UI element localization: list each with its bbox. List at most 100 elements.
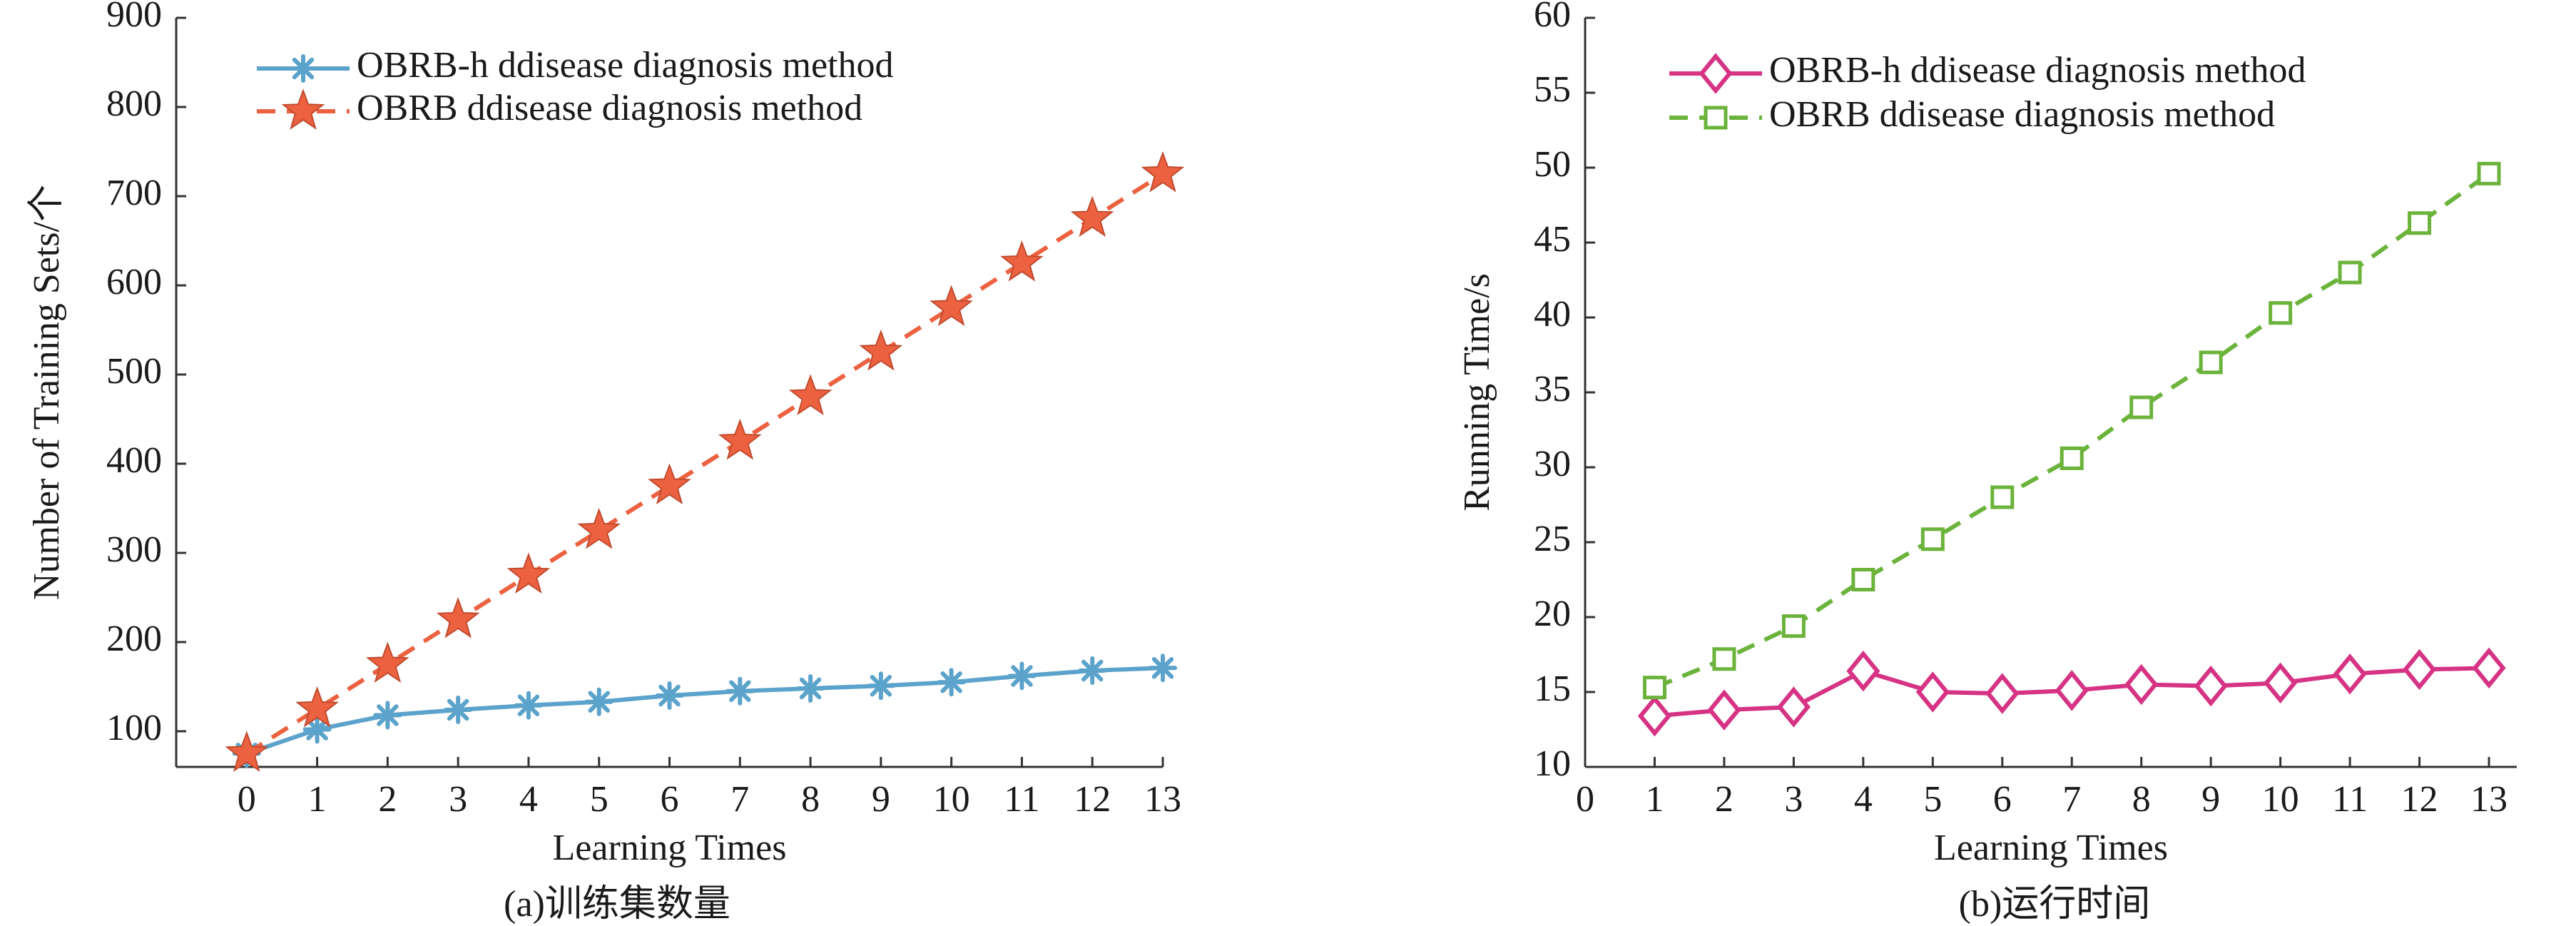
x-tick-label: 8: [801, 779, 820, 820]
data-point: [373, 701, 402, 730]
data-point: [1007, 661, 1037, 691]
data-point: [788, 374, 833, 416]
x-tick-label: 6: [661, 779, 679, 820]
legend-label: OBRB ddisease diagnosis method: [1769, 94, 2275, 135]
y-tick-label: 55: [1534, 69, 1571, 110]
data-point: [2402, 648, 2437, 691]
x-tick-label: 12: [2401, 779, 2438, 820]
y-tick-label: 30: [1534, 444, 1571, 484]
y-tick-label: 300: [106, 529, 162, 570]
figure-caption: (a)训练集数量: [504, 884, 730, 925]
data-point: [1642, 676, 1666, 700]
legend-label: OBRB ddisease diagnosis method: [357, 88, 862, 128]
data-point: [1985, 673, 2020, 714]
data-point: [1846, 650, 1880, 692]
legend-label: OBRB-h ddisease diagnosis method: [1769, 50, 2306, 91]
chart-panel-b: 0 1 2 3 4 5 6 7 8 9 10 11 12 131015202530354045505560…: [1457, 0, 2517, 925]
x-tick-label: 6: [1993, 779, 2012, 820]
data-point: [1990, 485, 2015, 509]
x-tick-label: 12: [1074, 779, 1111, 820]
y-tick-label: 800: [106, 83, 162, 124]
y-tick-label: 35: [1534, 369, 1571, 409]
x-tick-label: 8: [2132, 779, 2151, 820]
x-tick-label: 3: [1784, 779, 1803, 820]
data-point: [584, 687, 614, 716]
y-tick-label: 700: [106, 173, 162, 213]
series-diamond: [1637, 647, 2506, 737]
data-point: [1851, 568, 1875, 591]
x-tick-label: 4: [519, 779, 538, 820]
legend-label: OBRB-h ddisease diagnosis method: [357, 45, 894, 86]
data-point: [930, 285, 973, 327]
x-tick-label: 7: [730, 779, 749, 820]
data-point: [1637, 695, 1672, 737]
data-point: [2472, 647, 2506, 689]
x-tick-label: 5: [590, 779, 609, 820]
data-point: [2124, 663, 2159, 706]
data-point: [718, 418, 762, 460]
x-tick-label: 9: [2201, 779, 2220, 820]
x-tick-label: 13: [1144, 779, 1181, 820]
data-point: [295, 686, 339, 728]
data-point: [1707, 689, 1741, 731]
x-tick-label: 1: [308, 779, 327, 820]
y-tick-label: 50: [1534, 144, 1571, 185]
x-tick-label: 5: [1923, 779, 1942, 820]
data-point: [2269, 301, 2293, 325]
series-square: [1642, 161, 2501, 700]
data-point: [796, 674, 825, 703]
data-point: [1915, 671, 1950, 713]
figure-caption: (b)运行时间: [1959, 884, 2151, 925]
series-line: [1654, 171, 2490, 690]
y-axis-label: Number of Training Sets/个: [26, 185, 67, 600]
data-point: [655, 681, 684, 710]
x-tick-label: 11: [1004, 779, 1039, 820]
data-point: [1000, 240, 1044, 282]
data-point: [2408, 211, 2432, 235]
data-point: [514, 691, 543, 720]
x-axis-label: Learning Times: [1934, 828, 2168, 868]
data-point: [648, 463, 691, 505]
x-tick-label: 0: [238, 779, 256, 820]
data-point: [1078, 656, 1107, 685]
data-point: [2199, 350, 2223, 375]
x-tick-label: 2: [378, 779, 397, 820]
data-point: [2060, 446, 2084, 470]
y-tick-label: 900: [106, 0, 162, 35]
x-axis-label: Learning Times: [553, 828, 787, 868]
x-tick-label: 7: [2062, 779, 2081, 820]
series-star: [225, 151, 1185, 773]
x-tick-label: 13: [2470, 779, 2508, 820]
data-point: [726, 676, 755, 706]
legend-marker: [289, 54, 317, 83]
data-point: [444, 696, 473, 724]
legend-marker: [281, 88, 325, 130]
data-point: [1149, 653, 1177, 683]
data-point: [436, 596, 480, 638]
y-tick-label: 200: [106, 619, 162, 659]
x-tick-label: 4: [1854, 779, 1873, 820]
y-tick-label: 20: [1534, 594, 1571, 634]
y-tick-label: 500: [106, 351, 162, 392]
data-point: [1781, 614, 1806, 638]
data-point: [937, 668, 966, 697]
data-point: [366, 641, 409, 683]
x-tick-label: 10: [933, 779, 970, 820]
x-tick-label: 1: [1645, 779, 1664, 820]
data-point: [2477, 161, 2501, 185]
y-tick-label: 10: [1534, 743, 1571, 784]
data-point: [506, 552, 551, 594]
data-point: [2264, 662, 2298, 704]
data-point: [2055, 670, 2089, 711]
chart-panel-a: 0 1 2 3 4 5 6 7 8 9 10 11 12 131002003004005006007008…: [26, 0, 1185, 925]
data-point: [302, 715, 332, 744]
data-point: [2129, 395, 2154, 419]
y-axis-label: Running Time/s: [1457, 273, 1497, 512]
y-tick-label: 25: [1534, 519, 1571, 559]
data-point: [859, 329, 903, 371]
x-tick-label: 0: [1576, 779, 1594, 820]
y-tick-label: 60: [1534, 0, 1571, 35]
x-tick-label: 3: [449, 779, 467, 820]
